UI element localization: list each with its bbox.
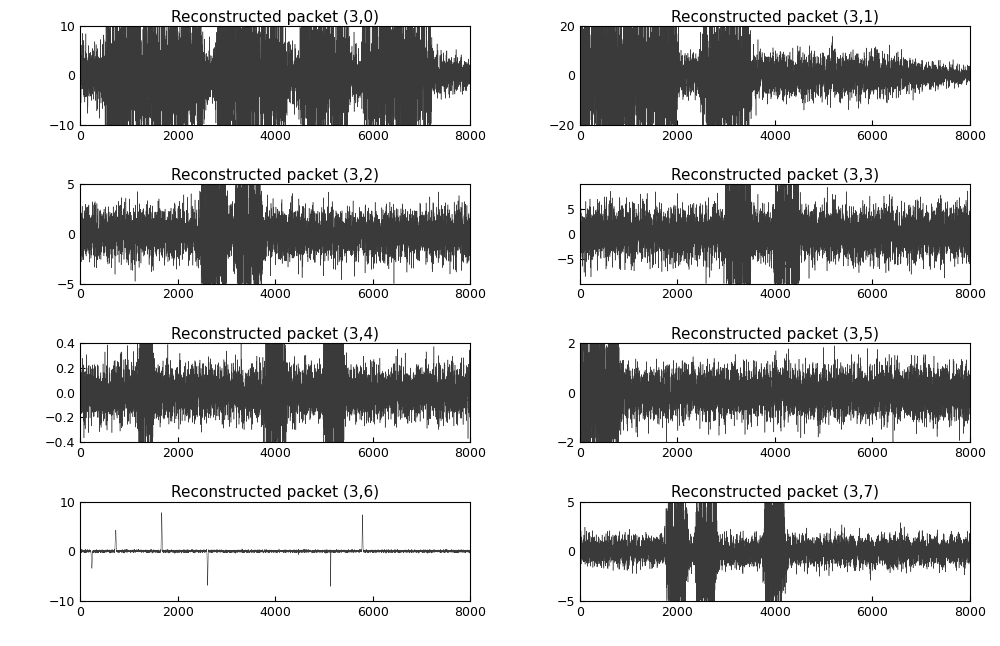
Title: Reconstructed packet (3,5): Reconstructed packet (3,5) xyxy=(671,327,879,342)
Title: Reconstructed packet (3,2): Reconstructed packet (3,2) xyxy=(171,168,379,183)
Title: Reconstructed packet (3,4): Reconstructed packet (3,4) xyxy=(171,327,379,342)
Title: Reconstructed packet (3,0): Reconstructed packet (3,0) xyxy=(171,10,379,25)
Title: Reconstructed packet (3,6): Reconstructed packet (3,6) xyxy=(171,486,379,501)
Title: Reconstructed packet (3,1): Reconstructed packet (3,1) xyxy=(671,10,879,25)
Title: Reconstructed packet (3,3): Reconstructed packet (3,3) xyxy=(671,168,879,183)
Title: Reconstructed packet (3,7): Reconstructed packet (3,7) xyxy=(671,486,879,501)
